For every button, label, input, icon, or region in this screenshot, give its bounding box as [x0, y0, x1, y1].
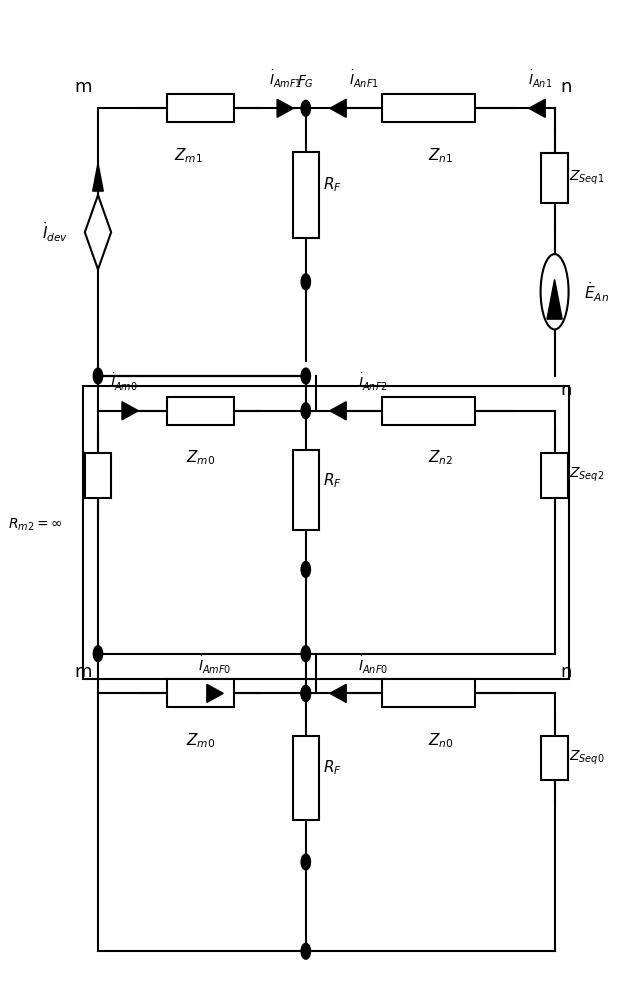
Text: $R_F$: $R_F$ — [323, 176, 342, 194]
Text: $R_F$: $R_F$ — [323, 758, 342, 777]
Bar — [167, 94, 234, 122]
Text: $R_F$: $R_F$ — [323, 471, 342, 490]
Bar — [382, 397, 476, 425]
Polygon shape — [207, 684, 223, 702]
Circle shape — [301, 685, 311, 701]
Circle shape — [301, 100, 311, 116]
Text: n: n — [560, 78, 572, 96]
Text: $\dot{I}_{AmF0}$: $\dot{I}_{AmF0}$ — [198, 654, 231, 676]
Circle shape — [301, 943, 311, 959]
Bar — [84, 386, 569, 679]
Polygon shape — [122, 402, 138, 420]
Bar — [382, 94, 476, 122]
Polygon shape — [92, 163, 103, 191]
Text: $\dot{I}_{dev}$: $\dot{I}_{dev}$ — [42, 220, 69, 244]
Circle shape — [93, 646, 103, 662]
Text: $\dot{I}_{AnF2}$: $\dot{I}_{AnF2}$ — [358, 372, 388, 393]
Bar — [542, 736, 568, 780]
Text: $Z_{n1}$: $Z_{n1}$ — [428, 146, 453, 165]
Circle shape — [301, 646, 311, 662]
Bar — [167, 679, 234, 707]
Ellipse shape — [540, 254, 569, 329]
Text: $R_{m2}=\infty$: $R_{m2}=\infty$ — [8, 517, 63, 533]
Text: $Z_{n2}$: $Z_{n2}$ — [428, 448, 453, 467]
Circle shape — [301, 403, 311, 419]
Text: $\dot{E}_{An}$: $\dot{E}_{An}$ — [584, 280, 609, 304]
Text: $Z_{Seq1}$: $Z_{Seq1}$ — [569, 169, 604, 187]
Text: $F_G$: $F_G$ — [298, 74, 314, 90]
Text: $\dot{I}_{AnF0}$: $\dot{I}_{AnF0}$ — [358, 654, 388, 676]
Circle shape — [301, 561, 311, 577]
Text: $Z_{m1}$: $Z_{m1}$ — [174, 146, 203, 165]
Bar — [167, 397, 234, 425]
Circle shape — [93, 368, 103, 384]
Circle shape — [301, 368, 311, 384]
Circle shape — [301, 274, 311, 290]
Polygon shape — [330, 684, 346, 702]
Text: $Z_{n0}$: $Z_{n0}$ — [428, 731, 454, 750]
Text: m: m — [75, 78, 92, 96]
Text: $\dot{I}_{An1}$: $\dot{I}_{An1}$ — [528, 69, 552, 90]
Polygon shape — [85, 195, 111, 269]
Text: $\dot{I}_{AnF1}$: $\dot{I}_{AnF1}$ — [349, 69, 379, 90]
Bar — [85, 453, 111, 498]
Polygon shape — [277, 99, 294, 117]
Polygon shape — [529, 99, 545, 117]
Bar — [542, 453, 568, 498]
Bar — [292, 450, 319, 530]
Text: n: n — [560, 663, 572, 681]
Text: $Z_{m0}$: $Z_{m0}$ — [186, 731, 215, 750]
Polygon shape — [330, 402, 346, 420]
Polygon shape — [547, 279, 562, 319]
Text: $Z_{m0}$: $Z_{m0}$ — [186, 448, 215, 467]
Text: m: m — [75, 663, 92, 681]
Text: $\dot{I}_{Am0}$: $\dot{I}_{Am0}$ — [111, 372, 138, 393]
Bar — [292, 152, 319, 238]
Text: $Z_{Seq2}$: $Z_{Seq2}$ — [569, 466, 604, 484]
Text: $Z_{Seq0}$: $Z_{Seq0}$ — [569, 749, 605, 767]
Bar — [382, 679, 476, 707]
Bar — [542, 153, 568, 202]
Text: $\dot{I}_{AmF1}$: $\dot{I}_{AmF1}$ — [269, 69, 302, 90]
Bar — [292, 736, 319, 820]
Text: n: n — [560, 381, 572, 399]
Circle shape — [301, 854, 311, 870]
Polygon shape — [330, 99, 346, 117]
Circle shape — [301, 685, 311, 701]
